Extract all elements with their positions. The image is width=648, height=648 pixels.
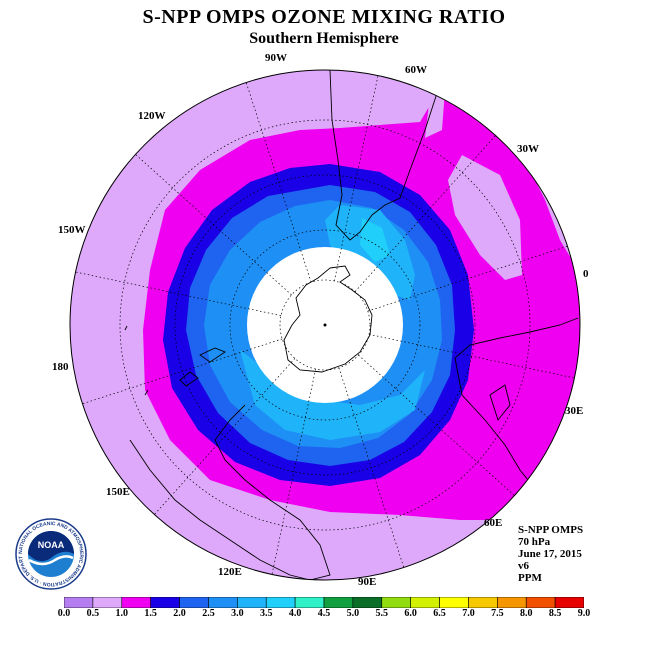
upper-left-low-patch xyxy=(425,90,445,138)
meridian-line xyxy=(82,338,283,405)
colorbar-segment xyxy=(179,597,209,608)
colorbar-tick-label: 9.0 xyxy=(577,608,591,619)
colorbar-tick-label: 6.5 xyxy=(433,608,446,619)
new-zealand-coast xyxy=(179,347,226,387)
vortex-peak-patch xyxy=(360,218,390,262)
colorbar-segment xyxy=(92,597,123,608)
island-coast-2 xyxy=(144,389,149,396)
vortex-core-patch-lower xyxy=(240,350,425,440)
island-coast xyxy=(124,325,128,331)
colorbar-tick-label: 3.5 xyxy=(259,608,273,619)
lon-label-90e: 90E xyxy=(358,576,377,588)
colorbar-tick-label: 2.5 xyxy=(202,608,215,619)
info-version: v6 xyxy=(518,560,529,572)
colorbar-segment xyxy=(237,597,267,608)
meridian-line xyxy=(367,245,568,312)
lon-label-150w: 150W xyxy=(58,224,86,236)
colorbar-tick-label: 1.0 xyxy=(115,608,129,619)
colorbar-tick-label: 7.5 xyxy=(491,608,504,619)
lon-label-150e: 150E xyxy=(106,486,130,498)
logo-wordmark: NOAA xyxy=(38,540,65,550)
meridian-line xyxy=(358,354,515,496)
info-date: June 17, 2015 xyxy=(518,548,582,560)
madagascar-coast xyxy=(489,384,511,421)
info-block: S-NPP OMPS 70 hPa June 17, 2015 v6 PPM xyxy=(518,524,583,584)
upper-right-low-patch xyxy=(448,155,522,280)
colorbar-tick-label: 8.0 xyxy=(519,608,533,619)
colorbar-segment xyxy=(208,597,238,608)
colorbar xyxy=(64,597,584,608)
lon-label-60e: 60E xyxy=(484,517,503,529)
south-pole-marker xyxy=(323,323,327,327)
lon-label-0: 0 xyxy=(583,268,589,280)
colorbar-segment xyxy=(150,597,180,608)
colorbar-segment xyxy=(410,597,440,608)
coastlines xyxy=(124,70,579,580)
lon-label-120w: 120W xyxy=(138,110,166,122)
colorbar-tick-label: 5.5 xyxy=(375,608,389,619)
colorbar-segment xyxy=(381,597,411,608)
meridian-line xyxy=(245,82,312,283)
colorbar-segment xyxy=(439,597,469,608)
map-border xyxy=(69,69,581,581)
colorbar-tick-label: 4.5 xyxy=(317,608,331,619)
colorbar-tick-label: 1.5 xyxy=(144,608,157,619)
colorbar-segment xyxy=(323,597,354,608)
colorbar-segment xyxy=(121,597,151,608)
africa-coast xyxy=(454,317,579,496)
colorbar-tick-label: 0.0 xyxy=(57,608,71,619)
colorbar-segment xyxy=(294,597,325,608)
colorbar-tick-label: 7.0 xyxy=(462,608,475,619)
colorbar-ticks: 0.0 0.5 1.0 1.5 2.0 2.5 3.0 3.5 4.0 4.5 5.0 5.5 6.0 6… xyxy=(0,608,648,622)
meridian-line xyxy=(334,75,379,282)
info-unit: PPM xyxy=(518,572,542,584)
lon-label-120e: 120E xyxy=(218,566,242,578)
latitude-circle xyxy=(119,119,531,531)
meridian-line xyxy=(271,368,316,575)
colorbar-segment xyxy=(497,597,527,608)
latitude-circle xyxy=(174,174,476,476)
colorbar-segment xyxy=(265,597,296,608)
colorbar-segment xyxy=(352,597,383,608)
colorbar-segment xyxy=(554,597,584,608)
colorbar-segment xyxy=(468,597,498,608)
lon-label-30w: 30W xyxy=(517,143,539,155)
colorbar-tick-label: 5.0 xyxy=(346,608,360,619)
meridian-line xyxy=(135,154,292,296)
colorbar-segment xyxy=(64,597,94,608)
info-instrument: S-NPP OMPS xyxy=(518,524,584,536)
meridian-line xyxy=(75,271,282,316)
figure-subtitle: Southern Hemisphere xyxy=(249,30,399,47)
meridian-line xyxy=(354,135,496,292)
noaa-logo: NATIONAL OCEANIC AND ATMOSPHERIC ADMINIS… xyxy=(15,518,87,590)
colorbar-segment xyxy=(525,597,556,608)
colorbar-tick-label: 2.0 xyxy=(173,608,186,619)
colorbar-tick-label: 6.0 xyxy=(404,608,417,619)
lon-label-60w: 60W xyxy=(405,64,427,76)
south-america-coast xyxy=(329,70,439,241)
figure-title: S-NPP OMPS OZONE MIXING RATIO xyxy=(142,6,506,28)
lon-label-90w: 90W xyxy=(265,52,287,64)
colorbar-tick-label: 8.5 xyxy=(548,608,562,619)
lon-label-30e: 30E xyxy=(565,405,584,417)
colorbar-tick-label: 0.5 xyxy=(86,608,100,619)
meridian-line xyxy=(338,367,405,568)
info-pressure: 70 hPa xyxy=(518,536,551,548)
graticule xyxy=(75,75,575,575)
meridian-line xyxy=(368,334,575,379)
latitude-circle xyxy=(279,279,371,371)
meridian-line xyxy=(154,358,296,515)
colorbar-tick-label: 3.0 xyxy=(231,608,244,619)
australia-coast xyxy=(129,404,331,580)
colorbar-tick-label: 4.0 xyxy=(288,608,302,619)
latitude-circle xyxy=(229,229,421,421)
lon-label-180: 180 xyxy=(52,361,69,373)
